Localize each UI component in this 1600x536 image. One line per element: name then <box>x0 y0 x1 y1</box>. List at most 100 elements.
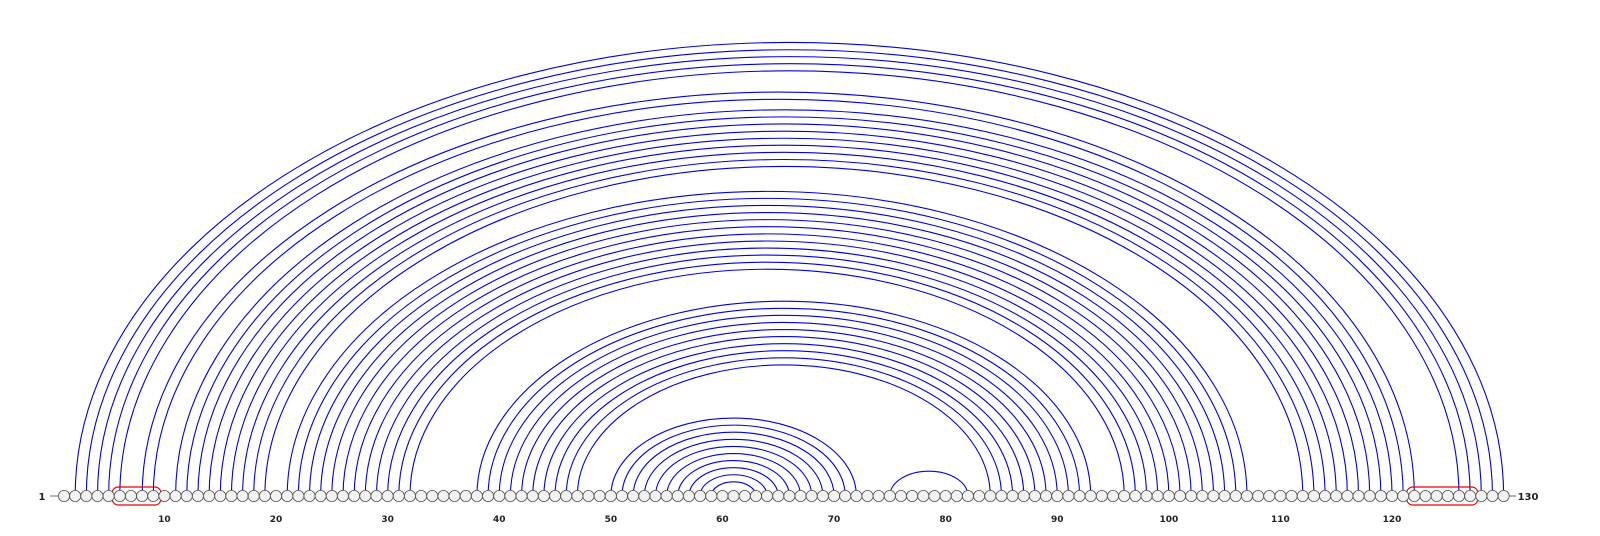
nucleotide-node <box>225 489 238 502</box>
nucleotide-node <box>292 489 305 502</box>
nucleotide-node <box>593 489 606 502</box>
nucleotide-node <box>671 489 684 502</box>
nucleotide-node <box>828 489 841 502</box>
nucleotide-node <box>928 489 941 502</box>
base-pair-arc <box>141 91 1415 497</box>
nucleotide-node <box>1118 489 1131 502</box>
nucleotide-node <box>1107 489 1120 502</box>
base-pair-arc <box>509 321 1058 497</box>
nucleotide-node <box>1374 489 1387 502</box>
nucleotide-node <box>694 489 707 502</box>
nucleotide-node <box>191 489 204 502</box>
position-tick-label: 50 <box>605 515 618 525</box>
arcs-layer <box>74 41 1505 497</box>
nucleotide-node <box>638 489 651 502</box>
nucleotide-node <box>939 489 952 502</box>
nucleotide-node <box>247 489 260 502</box>
nucleotide-node <box>1040 489 1053 502</box>
nucleotide-node <box>448 489 461 502</box>
nucleotide-node <box>727 489 740 502</box>
base-pair-arc <box>409 268 1125 497</box>
nucleotide-node <box>113 489 126 502</box>
base-pair-arc <box>632 431 835 497</box>
nucleotide-node <box>604 489 617 502</box>
nucleotide-node <box>1185 489 1198 502</box>
nucleotide-node <box>1475 489 1488 502</box>
end-position-label: 130 <box>1518 492 1539 503</box>
nucleotide-node <box>549 489 562 502</box>
nucleotide-node <box>515 489 528 502</box>
nucleotide-node <box>1129 489 1142 502</box>
base-pair-arc <box>521 328 1047 497</box>
nucleotide-node <box>850 489 863 502</box>
nucleotide-node <box>716 489 729 502</box>
base-pair-arc <box>688 467 779 497</box>
nucleotide-node <box>917 489 930 502</box>
nucleotide-node <box>470 489 483 502</box>
position-tick-label: 20 <box>270 515 283 525</box>
base-pair-arc <box>85 48 1494 497</box>
base-pair-arc <box>96 56 1482 497</box>
base-pair-arc <box>286 190 1248 497</box>
nucleotide-node <box>861 489 874 502</box>
base-pair-arc <box>175 109 1393 497</box>
nucleotide-node <box>392 489 405 502</box>
position-tick-label: 120 <box>1383 515 1402 525</box>
nucleotide-node <box>839 489 852 502</box>
nucleotide-node <box>147 489 160 502</box>
nucleotide-node <box>1263 489 1276 502</box>
nucleotide-node <box>258 489 271 502</box>
base-pair-arc <box>889 470 969 497</box>
nucleotide-node <box>1084 489 1097 502</box>
nucleotide-node <box>950 489 963 502</box>
nucleotide-node <box>1274 489 1287 502</box>
base-pair-arc <box>208 130 1360 497</box>
nucleotide-node <box>58 489 71 502</box>
nucleotide-node <box>214 489 227 502</box>
nucleotide-node <box>415 489 428 502</box>
nucleotide-node <box>872 489 885 502</box>
position-tick-label: 80 <box>939 515 952 525</box>
nucleotide-node <box>236 489 249 502</box>
nucleotide-node <box>537 489 550 502</box>
position-tick-label: 10 <box>158 515 171 525</box>
nucleotide-node <box>124 489 137 502</box>
position-ticks: 10 20 30 40 50 60 70 80 90 100 110 120 <box>158 515 1401 525</box>
nucleotide-node <box>761 489 774 502</box>
base-pair-arc <box>230 144 1337 497</box>
nucleotide-node <box>805 489 818 502</box>
nucleotide-node <box>1341 489 1354 502</box>
nucleotide-node <box>1252 489 1265 502</box>
base-pair-arc <box>532 336 1036 497</box>
nucleotide-node <box>682 489 695 502</box>
nucleotide-node <box>883 489 896 502</box>
nucleotide-node <box>1386 489 1399 502</box>
nucleotide-node <box>314 489 327 502</box>
nucleotide-node <box>1453 489 1466 502</box>
nucleotide-node <box>560 489 573 502</box>
base-pair-arc <box>219 137 1348 497</box>
base-pair-arc <box>498 314 1069 497</box>
nucleotide-node <box>1073 489 1086 502</box>
position-tick-label: 70 <box>828 515 841 525</box>
nucleotide-node <box>426 489 439 502</box>
base-pair-arc <box>342 226 1192 497</box>
base-pair-arc <box>476 300 1092 497</box>
nucleotide-node <box>1397 489 1410 502</box>
nucleotide-node <box>403 489 416 502</box>
nucleotide-node <box>482 489 495 502</box>
base-pair-arc <box>621 424 846 497</box>
nucleotide-node <box>973 489 986 502</box>
nucleotide-node <box>1330 489 1343 502</box>
base-pair-arc <box>610 417 857 497</box>
nucleotide-node <box>281 489 294 502</box>
base-pair-arc <box>74 41 1505 497</box>
nucleotide-node <box>158 489 171 502</box>
nucleotide-node <box>1497 489 1510 502</box>
base-pair-arc <box>264 165 1304 497</box>
nucleotide-node <box>1352 489 1365 502</box>
base-pair-arc <box>119 70 1460 497</box>
nucleotide-node <box>1408 489 1421 502</box>
nucleotide-node <box>895 489 908 502</box>
